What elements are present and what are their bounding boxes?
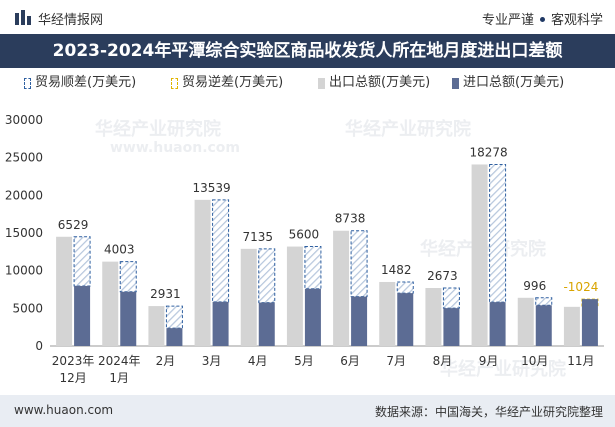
data-label: 4003: [104, 243, 135, 257]
import-bar: [74, 285, 91, 346]
tagline: 专业严谨 客观科学: [482, 9, 603, 28]
import-bar: [166, 328, 183, 346]
x-tick-label: 5月: [294, 354, 314, 368]
import-bar: [258, 302, 275, 346]
data-label: 996: [523, 279, 546, 293]
data-label: 18278: [469, 145, 507, 159]
export-bar: [425, 287, 442, 346]
surplus-box: [489, 163, 507, 303]
x-tick-label: 1月: [109, 371, 129, 385]
y-tick-label: 10000: [5, 264, 43, 278]
export-bar: [517, 297, 534, 346]
import-bar: [581, 299, 598, 346]
x-tick-label: 3月: [202, 354, 222, 368]
surplus-box: [258, 248, 276, 304]
export-bar: [148, 306, 165, 346]
legend-label-deficit: 贸易逆差(万美元): [182, 75, 284, 90]
y-tick-label: 20000: [5, 188, 43, 202]
export-bar: [102, 261, 119, 346]
x-tick-label: 12月: [59, 371, 86, 385]
export-bar: [333, 230, 350, 346]
surplus-box: [442, 287, 460, 309]
legend-label-surplus: 贸易顺差(万美元): [35, 75, 137, 90]
legend-swatch-export: [318, 78, 325, 89]
title-bar: 2023-2024年平潭综合实验区商品收发货人所在地月度进出口差额: [0, 34, 615, 68]
logo-icon: [15, 10, 31, 25]
x-tick-label: 7月: [386, 354, 406, 368]
surplus-box: [396, 281, 414, 294]
chart-area: 0 5000 10000 15000 20000 25000 30000 6529 2023年 1…: [5, 113, 604, 385]
x-tick-label: 6月: [340, 354, 360, 368]
x-tick-label: 2024年: [98, 354, 141, 368]
data-label: 7135: [242, 230, 273, 244]
import-bar: [304, 288, 321, 346]
x-tick-label: 4月: [248, 354, 268, 368]
footer-website[interactable]: www.huaon.com: [14, 403, 114, 417]
import-bar: [120, 291, 137, 346]
x-tick-label: 2023年: [52, 354, 95, 368]
legend-swatch-deficit: [171, 78, 178, 89]
surplus-box: [535, 297, 553, 306]
legend-swatch-surplus: [24, 78, 31, 89]
legend-label-export: 出口总额(万美元): [329, 75, 431, 90]
export-bar: [471, 164, 488, 346]
data-label: 13539: [192, 181, 230, 195]
brand-name: 华经情报网: [38, 13, 104, 28]
y-tick-label: 0: [35, 339, 43, 353]
data-label: 8738: [335, 212, 366, 226]
data-label: 1482: [381, 263, 412, 277]
data-label: 6529: [58, 218, 89, 232]
footer-source: 数据来源：中国海关，华经产业研究院整理: [374, 405, 603, 419]
x-tick-label: 9月: [479, 354, 499, 368]
import-bar: [443, 308, 460, 346]
chart-title: 2023-2024年平潭综合实验区商品收发货人所在地月度进出口差额: [52, 41, 563, 61]
import-bar: [212, 301, 229, 346]
export-bar: [240, 248, 257, 346]
surplus-box: [165, 305, 183, 329]
export-bar: [379, 281, 396, 346]
import-bar: [351, 296, 368, 346]
surplus-box: [350, 230, 368, 298]
export-bar: [194, 199, 211, 346]
export-bar: [563, 306, 580, 346]
export-bar: [56, 236, 73, 346]
data-label: -1024: [563, 280, 598, 294]
chart-legend: 贸易顺差(万美元) 贸易逆差(万美元) 出口总额(万美元) 进口总额(万美元): [24, 73, 604, 93]
export-bar: [286, 246, 303, 346]
import-bar: [489, 302, 506, 346]
footer-bar: www.huaon.com 数据来源：中国海关，华经产业研究院整理: [0, 395, 615, 427]
tagline-right: 客观科学: [550, 13, 603, 28]
data-label: 2673: [427, 269, 458, 283]
y-tick-label: 5000: [12, 301, 43, 315]
surplus-box: [212, 199, 230, 303]
import-bar: [397, 293, 414, 346]
data-label: 2931: [150, 287, 181, 301]
y-tick-label: 15000: [5, 226, 43, 240]
tagline-left: 专业严谨: [481, 13, 534, 28]
y-tick-label: 25000: [5, 151, 43, 165]
import-bar: [535, 305, 552, 346]
header-bar: 华经情报网 专业严谨 客观科学: [0, 0, 615, 34]
legend-label-import: 进口总额(万美元): [463, 75, 565, 90]
x-tick-label: 10月: [521, 354, 548, 368]
x-tick-label: 11月: [567, 354, 594, 368]
surplus-box: [119, 261, 137, 293]
y-tick-label: 30000: [5, 113, 43, 127]
dot-icon: [539, 17, 545, 22]
surplus-box: [304, 246, 322, 290]
x-tick-label: 8月: [433, 354, 453, 368]
data-label: 5600: [289, 228, 320, 242]
legend-swatch-import: [452, 78, 459, 89]
surplus-box: [73, 236, 91, 287]
x-tick-label: 2月: [156, 354, 176, 368]
